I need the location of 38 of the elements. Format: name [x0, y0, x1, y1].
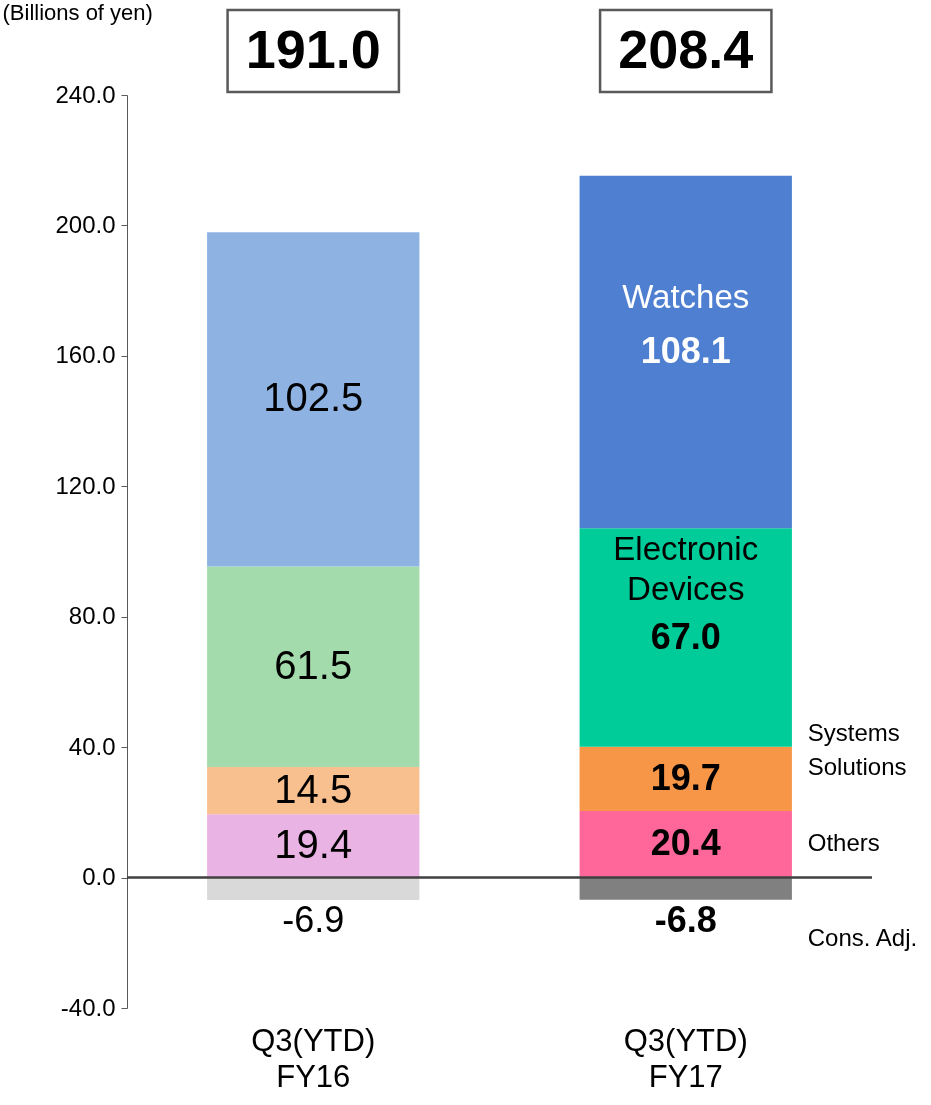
bar [579, 877, 792, 900]
data-label: 61.5 [274, 642, 353, 687]
bar [207, 877, 420, 901]
data-label: 20.4 [650, 822, 721, 864]
x-tick-label: Q3(YTD) FY16 [251, 1022, 376, 1094]
y-tick-label: -40.0 [60, 993, 116, 1021]
data-label: 19.4 [274, 821, 353, 866]
series-label: Others [807, 829, 880, 857]
y-axis-title: (Billions of yen) [2, 0, 153, 25]
y-tick-label: 120.0 [55, 471, 116, 499]
bar [207, 814, 420, 878]
total-label: 208.4 [618, 19, 754, 79]
bar [579, 811, 792, 878]
series-label: Watches [622, 278, 750, 316]
y-tick-label: 240.0 [55, 80, 116, 108]
bar [579, 175, 792, 529]
data-label: 108.1 [640, 330, 731, 372]
data-label: -6.8 [654, 898, 717, 940]
x-tick-label: Q3(YTD) FY17 [623, 1022, 748, 1094]
bar [207, 232, 420, 567]
y-tick-label: 160.0 [55, 341, 116, 369]
y-tick-label: 0.0 [82, 863, 116, 891]
bar [207, 566, 420, 768]
bar [207, 767, 420, 815]
data-label: 67.0 [650, 615, 721, 657]
bar [579, 746, 792, 812]
series-label: Systems Solutions [807, 718, 907, 780]
bar [579, 528, 792, 747]
y-tick-label: 40.0 [68, 732, 116, 760]
total-label: 191.0 [245, 19, 381, 79]
data-label: -6.9 [282, 899, 345, 941]
data-label: 14.5 [274, 766, 353, 811]
data-label: 19.7 [650, 756, 721, 798]
series-label: Cons. Adj. [807, 923, 918, 951]
data-label: 102.5 [263, 375, 364, 420]
y-tick-label: 80.0 [68, 602, 116, 630]
series-label: Electronic Devices [613, 529, 759, 607]
y-tick-label: 200.0 [55, 210, 116, 238]
